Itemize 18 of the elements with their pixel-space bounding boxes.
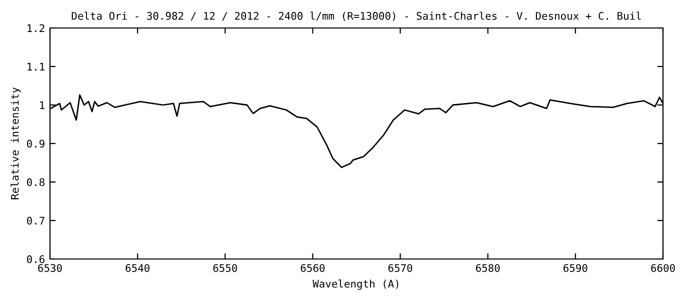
y-tick-label: 0.9 bbox=[27, 140, 44, 148]
x-axis-title: Wavelength (A) bbox=[312, 280, 398, 290]
x-tick-label: 6580 bbox=[476, 264, 500, 272]
y-tick-label: 1 bbox=[40, 101, 44, 109]
y-axis-title: Relative intensity bbox=[10, 87, 21, 200]
y-tick-label: 0.6 bbox=[27, 255, 44, 264]
x-tick-label: 6540 bbox=[126, 264, 150, 272]
x-tick-label: 6530 bbox=[38, 264, 62, 272]
chart-title: Delta Ori - 30.982 / 12 / 2012 - 2400 l/mm (R=13000) - Saint-Charles - V. Desnoux + C. Buil bbox=[72, 12, 641, 22]
y-tick-label: 1.2 bbox=[28, 24, 44, 32]
x-tick-label: 6590 bbox=[564, 264, 588, 272]
x-tick-label: 6570 bbox=[388, 264, 412, 272]
x-tick-label: 6560 bbox=[300, 264, 325, 272]
y-tick-label: 1.1 bbox=[28, 62, 44, 70]
y-tick-label: 0.7 bbox=[27, 216, 44, 225]
y-tick-label: 0.8 bbox=[27, 178, 44, 186]
x-tick-label: 6550 bbox=[213, 264, 238, 272]
x-tick-label: 6600 bbox=[651, 264, 675, 272]
